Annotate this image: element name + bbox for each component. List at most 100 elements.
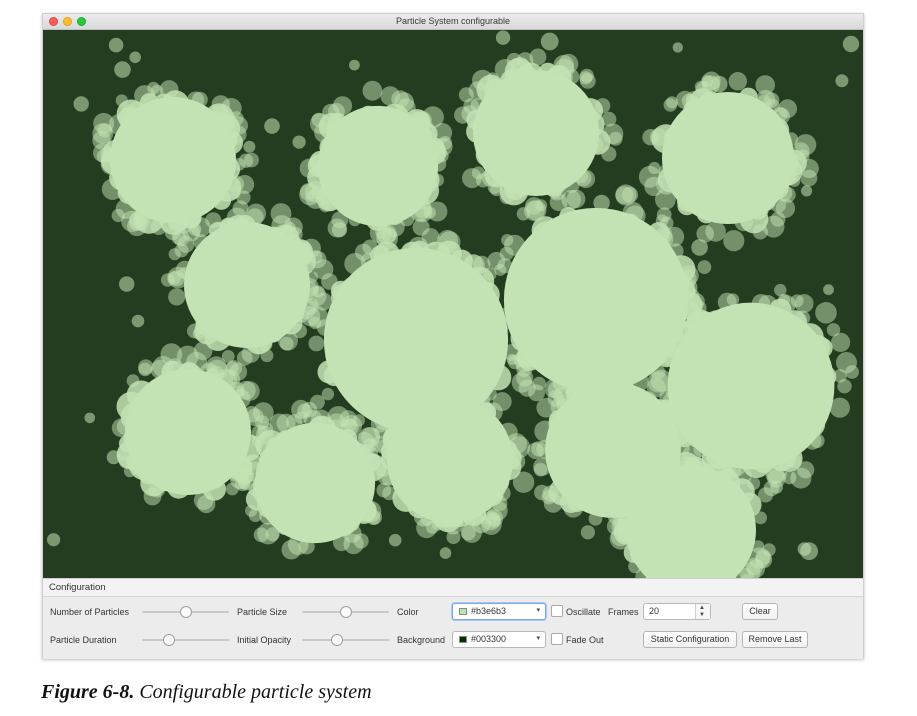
particle (195, 309, 224, 338)
slider-thumb[interactable] (331, 634, 343, 646)
particle (512, 471, 535, 493)
particle (308, 335, 325, 352)
particle (275, 515, 296, 535)
particle (613, 518, 640, 545)
particle (612, 376, 634, 399)
particle (134, 203, 164, 234)
particle (565, 383, 587, 406)
particle (484, 161, 510, 188)
particle-canvas[interactable] (43, 30, 863, 578)
close-window-button[interactable] (49, 17, 58, 26)
minimize-window-button[interactable] (63, 17, 72, 26)
particle (790, 294, 804, 308)
configuration-panel: Number of Particles Particle Size Color … (43, 597, 863, 659)
particle (601, 111, 617, 127)
particle (238, 153, 254, 168)
particle-duration-slider[interactable] (142, 633, 229, 647)
particle (492, 316, 510, 334)
particle (413, 167, 440, 193)
slider-thumb[interactable] (340, 606, 352, 618)
number-of-particles-label: Number of Particles (50, 607, 130, 617)
particle (381, 391, 400, 410)
particle (427, 388, 455, 417)
particle (323, 364, 345, 387)
particle (410, 240, 429, 260)
color-picker[interactable]: #b3e6b3 ▾ (452, 603, 546, 620)
particle (119, 276, 135, 292)
particle (225, 361, 239, 375)
particle (213, 173, 242, 202)
remove-last-button[interactable]: Remove Last (742, 631, 808, 648)
particle (693, 441, 709, 457)
particle (647, 222, 670, 245)
particle (684, 421, 712, 448)
particle (774, 283, 787, 297)
static-configuration-button[interactable]: Static Configuration (643, 631, 737, 648)
particle (586, 136, 604, 154)
particle (240, 381, 260, 401)
initial-opacity-slider[interactable] (302, 633, 389, 647)
fade-out-label: Fade Out (566, 635, 604, 645)
particle (665, 270, 690, 294)
title-bar: Particle System configurable (43, 14, 863, 30)
particle (790, 467, 812, 489)
particle (168, 248, 181, 261)
particle (579, 71, 593, 85)
particle (529, 48, 547, 66)
particle (567, 492, 587, 512)
particle (602, 212, 623, 233)
number-of-particles-slider[interactable] (142, 605, 229, 619)
spinner-up-icon[interactable]: ▲ (699, 605, 705, 611)
configuration-header: Configuration (43, 578, 863, 597)
oscillate-checkbox[interactable] (551, 605, 563, 617)
particle (106, 450, 121, 465)
particle (823, 284, 834, 296)
particle (161, 360, 185, 384)
particle (763, 92, 780, 108)
fade-out-checkbox[interactable] (551, 633, 563, 645)
initial-opacity-label: Initial Opacity (237, 635, 292, 645)
particle (759, 183, 777, 201)
particle (829, 397, 850, 418)
particle (461, 501, 487, 527)
frames-spinner[interactable]: 20 ▲ ▼ (643, 603, 711, 620)
particle (344, 443, 373, 471)
particle-size-slider[interactable] (302, 605, 389, 619)
slider-thumb[interactable] (180, 606, 192, 618)
particle (751, 540, 765, 554)
background-picker[interactable]: #003300 ▾ (452, 631, 546, 648)
frames-value: 20 (649, 606, 660, 616)
particle (485, 364, 512, 391)
particle (552, 378, 565, 390)
particle (446, 530, 461, 545)
particle (114, 61, 131, 78)
figure-caption: Figure 6-8. Configurable particle system (41, 681, 372, 704)
particle (151, 84, 164, 98)
particle (645, 564, 676, 578)
particle (160, 343, 183, 366)
slider-thumb[interactable] (163, 634, 175, 646)
maximize-window-button[interactable] (77, 17, 86, 26)
particle (471, 166, 485, 180)
particle (678, 299, 695, 316)
particle (770, 480, 783, 494)
particle (110, 97, 236, 223)
particle (632, 545, 656, 568)
particle (166, 207, 190, 232)
particle (686, 309, 714, 337)
particle (538, 62, 558, 82)
particle (202, 477, 226, 501)
particle (836, 352, 857, 373)
particle (292, 323, 307, 339)
particle (676, 189, 700, 212)
particle (580, 525, 596, 540)
particle (758, 487, 774, 503)
window-title: Particle System configurable (395, 16, 511, 26)
particle (324, 455, 340, 471)
spinner-down-icon[interactable]: ▼ (699, 612, 705, 618)
particle (684, 175, 696, 187)
particle (474, 402, 497, 424)
particle (471, 441, 483, 453)
clear-button[interactable]: Clear (742, 603, 778, 620)
particle (728, 72, 747, 91)
